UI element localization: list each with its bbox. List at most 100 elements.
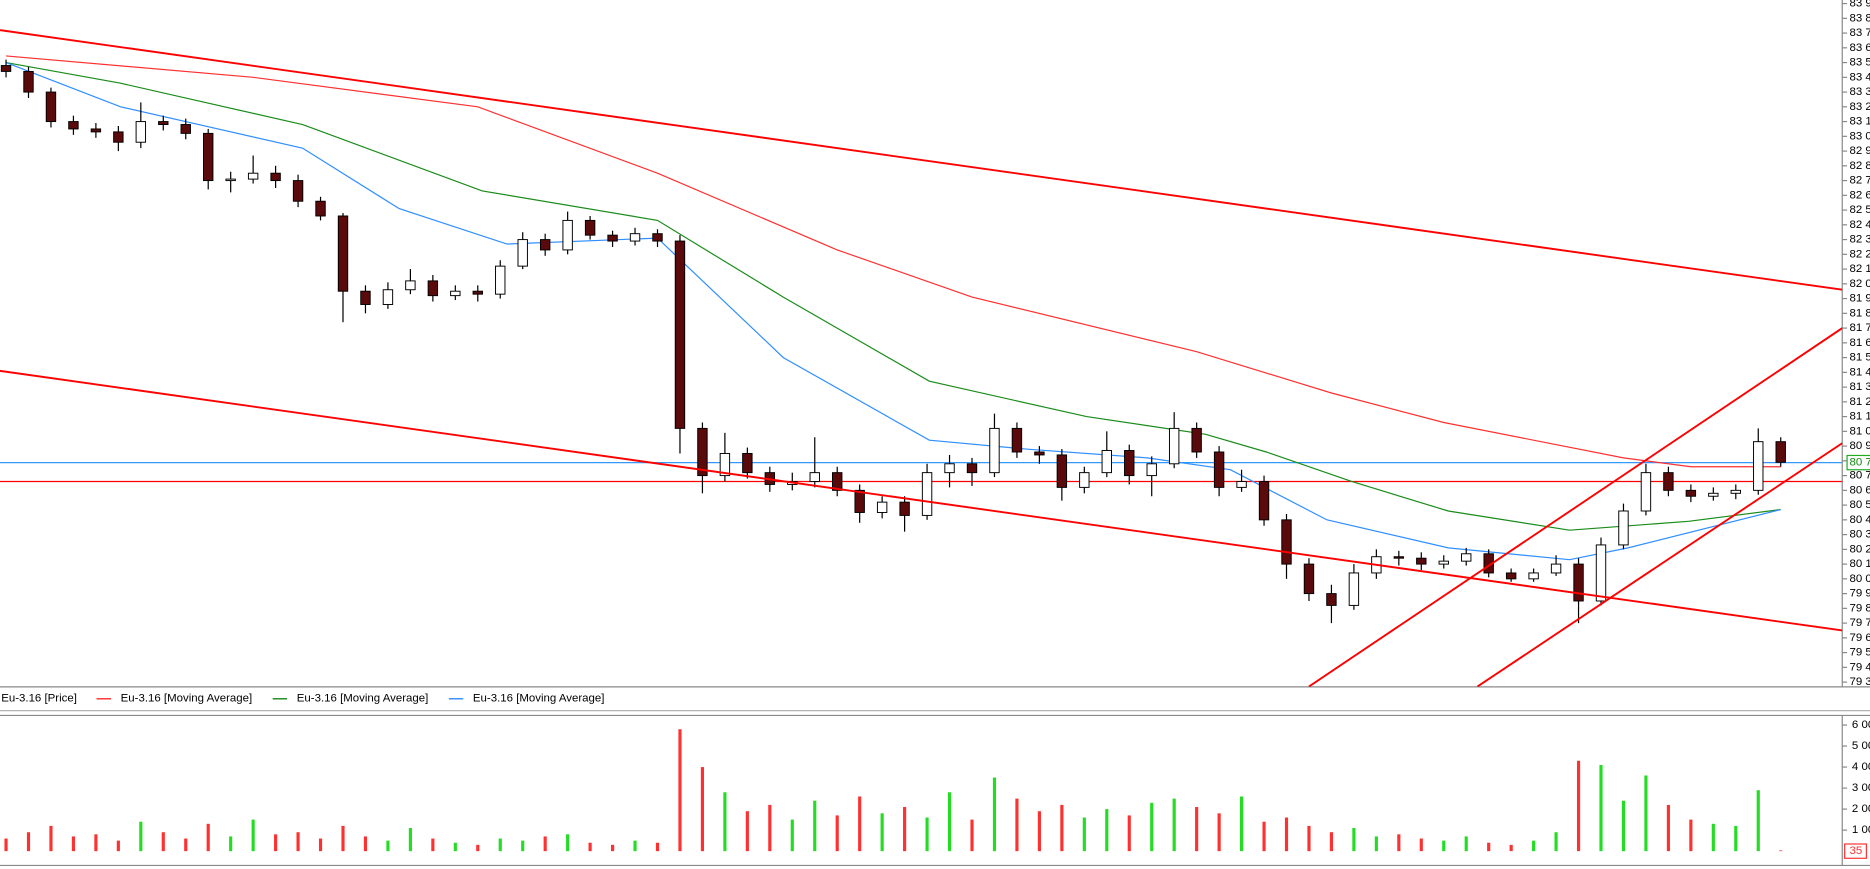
y-tick-label: 79 400: [1849, 661, 1870, 673]
y-tick-label: 83 600: [1849, 42, 1870, 54]
volume-bar: [835, 815, 839, 852]
volume-bar: [1599, 764, 1603, 852]
volume-tick-label: 1 000: [1852, 824, 1870, 836]
y-tick-label: 81 200: [1849, 396, 1870, 408]
trend-line: [0, 369, 1843, 632]
volume-bar: [1734, 825, 1738, 852]
candle-body: [1618, 510, 1629, 546]
volume-bar: [633, 840, 637, 852]
y-tick-label: 80 700: [1849, 470, 1870, 482]
volume-bar: [363, 836, 368, 852]
candle-body: [270, 172, 281, 182]
candle-body: [1775, 441, 1786, 463]
y-tick-label: 81 000: [1849, 425, 1870, 437]
candle-body: [921, 472, 933, 516]
volume-bar: [274, 834, 278, 852]
candle-body: [607, 234, 618, 242]
candle-body: [337, 215, 349, 292]
candle-body: [1461, 553, 1472, 562]
volume-bar: [49, 825, 53, 852]
candle-body: [742, 452, 753, 474]
candle-body: [113, 131, 124, 143]
volume-bar: [1689, 819, 1693, 852]
candle-body: [899, 501, 910, 516]
y-tick-label: 79 600: [1849, 632, 1870, 644]
candle-body: [832, 472, 843, 491]
volume-bar: [408, 828, 412, 852]
volume-bar: [903, 807, 907, 852]
candle-body: [1505, 572, 1517, 580]
candle-body: [966, 463, 978, 474]
volume-bar: [700, 767, 705, 852]
trend-line: [1308, 327, 1843, 687]
price-label-box: [1846, 454, 1870, 471]
volume-tick-label: 3 000: [1852, 782, 1870, 794]
volume-bar: [813, 800, 817, 852]
candle-body: [405, 280, 416, 291]
volume-bar: [1621, 800, 1626, 852]
y-tick-label: 80 300: [1849, 529, 1870, 541]
volume-bar: [341, 825, 345, 852]
y-tick-label: 81 400: [1849, 366, 1870, 378]
candle-body: [1573, 563, 1584, 602]
volume-tick-label: 2 000: [1852, 803, 1870, 815]
y-tick-label: 79 500: [1849, 647, 1870, 659]
volume-bar: [1464, 836, 1468, 852]
y-tick-label: 82 600: [1849, 189, 1870, 201]
volume-bar: [1105, 809, 1109, 852]
volume-bar: [229, 836, 233, 852]
legend-price: Eu-3.16 [Price]: [1, 693, 77, 705]
volume-tick-label: 5 000: [1852, 740, 1870, 752]
volume-bar: [1779, 850, 1783, 852]
candle-body: [1595, 544, 1607, 602]
volume-bar: [521, 840, 525, 852]
candle-body: [1326, 593, 1337, 606]
volume-tick-label: 6 000: [1852, 719, 1870, 731]
volume-bar: [1082, 817, 1086, 852]
volume-label: 35: [1849, 845, 1862, 857]
candle-body: [1146, 463, 1157, 477]
candle-body: [1101, 450, 1112, 474]
y-tick-label: 80 500: [1849, 499, 1870, 511]
candle-body: [45, 91, 57, 123]
y-tick-label: 80 200: [1849, 543, 1870, 555]
candle-body: [158, 121, 169, 126]
legend: Eu-3.16 [Price]: [1, 693, 77, 705]
candle-body: [539, 239, 551, 251]
candle-body: [427, 280, 439, 297]
volume-bar: [1644, 775, 1648, 852]
volume-bar: [790, 819, 794, 852]
volume-bar: [1127, 815, 1131, 852]
y-tick-label: 81 100: [1849, 411, 1870, 423]
y-tick-label: 79 700: [1849, 617, 1870, 629]
candle-body: [203, 132, 214, 182]
legend-label: Eu-3.16 [Moving Average]: [473, 693, 605, 705]
volume-bar: [386, 840, 390, 852]
volume-bar: [1307, 825, 1311, 852]
candle-body: [719, 452, 731, 477]
volume-bar: [543, 836, 547, 852]
y-tick-label: 82 400: [1849, 219, 1870, 231]
candle-body: [1685, 489, 1697, 497]
y-tick-label: 80 000: [1849, 573, 1870, 585]
candle-body: [1753, 441, 1764, 491]
candle-body: [1730, 489, 1741, 494]
volume-bar: [588, 842, 592, 852]
y-tick-label: 82 000: [1849, 278, 1870, 290]
y-tick-label: 83 500: [1849, 57, 1870, 69]
candle-body: [1011, 427, 1023, 453]
candle-body: [1640, 472, 1652, 512]
candle-body: [292, 180, 304, 202]
volume-bar: [947, 792, 952, 852]
y-tick-label: 83 200: [1849, 101, 1870, 113]
candle-body: [1663, 472, 1674, 491]
volume-bar: [431, 838, 435, 852]
y-tick-label: 83 000: [1849, 130, 1870, 142]
candle-body: [1236, 481, 1247, 488]
y-tick-label: 82 200: [1849, 248, 1870, 260]
y-tick-label: 79 300: [1849, 676, 1870, 688]
candle-body: [1079, 472, 1090, 488]
y-tick-label: 79 800: [1849, 602, 1870, 614]
volume-bar: [1352, 828, 1356, 852]
